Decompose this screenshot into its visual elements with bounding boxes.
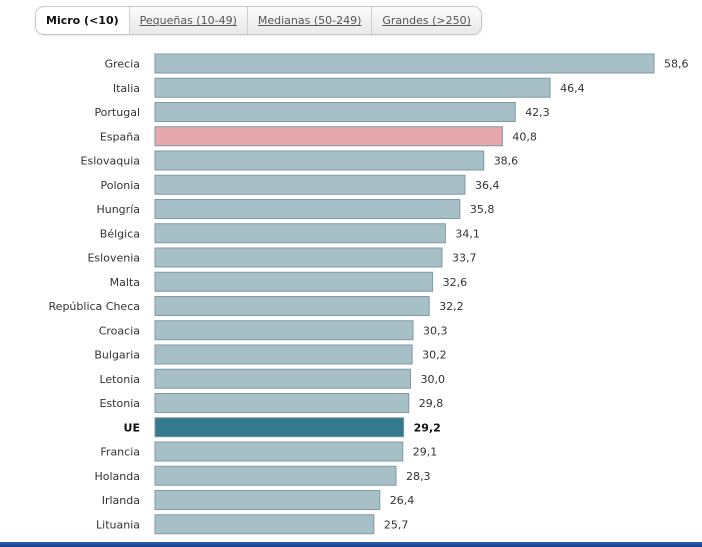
- bar-row-holanda: Holanda 28,3: [95, 465, 431, 486]
- bar-row-belgica: Bélgica 34,1: [100, 223, 480, 244]
- bar-row-estonia: Estonia 29,8: [100, 393, 444, 413]
- category-label-eslovenia: Eslovenia: [87, 252, 140, 265]
- value-label-eslovaquia: 38,6: [494, 155, 519, 168]
- bar-row-republica-checa: República Checa 32,2: [49, 296, 464, 316]
- bar-francia: [154, 441, 404, 462]
- category-label-estonia: Estonia: [100, 397, 141, 410]
- bar-bulgaria: [154, 344, 413, 365]
- category-label-croacia: Croacia: [99, 324, 140, 337]
- bar-grecia: [154, 53, 655, 74]
- bar-row-irlanda: Irlanda 26,4: [102, 490, 415, 510]
- bar-malta: [154, 271, 434, 292]
- category-label-francia: Francia: [100, 446, 140, 459]
- category-label-hungria: Hungría: [96, 203, 140, 216]
- category-label-irlanda: Irlanda: [102, 494, 140, 507]
- bar-ue: [154, 417, 405, 438]
- value-label-grecia: 58,6: [664, 58, 689, 71]
- bar-portugal: [154, 102, 516, 122]
- value-label-belgica: 34,1: [455, 227, 480, 240]
- category-label-letonia: Letonia: [99, 373, 140, 386]
- value-label-malta: 32,6: [443, 276, 468, 289]
- value-label-holanda: 28,3: [406, 470, 431, 483]
- category-label-grecia: Grecia: [105, 58, 140, 71]
- value-label-polonia: 36,4: [475, 179, 500, 192]
- tab-micro[interactable]: Micro (<10): [36, 7, 129, 34]
- bar-row-espana: España 40,8: [100, 126, 537, 147]
- bar-croacia: [154, 320, 414, 341]
- value-label-italia: 46,4: [560, 82, 585, 95]
- bar-row-hungria: Hungría 35,8: [96, 199, 495, 219]
- category-label-portugal: Portugal: [94, 106, 140, 119]
- bar-row-croacia: Croacia 30,3: [99, 320, 448, 341]
- category-label-republica-checa: República Checa: [49, 300, 140, 313]
- bar-row-eslovenia: Eslovenia 33,7: [87, 247, 477, 268]
- bar-row-lituania: Lituania 25,7: [96, 514, 409, 535]
- category-label-bulgaria: Bulgaria: [94, 349, 140, 362]
- category-label-ue: UE: [124, 421, 140, 434]
- bar-eslovaquia: [154, 150, 485, 171]
- value-label-estonia: 29,8: [419, 397, 444, 410]
- bar-row-bulgaria: Bulgaria 30,2: [94, 344, 447, 365]
- bar-row-grecia: Grecia 58,6: [105, 53, 689, 74]
- value-label-eslovenia: 33,7: [452, 252, 477, 265]
- bar-row-letonia: Letonia 30,0: [99, 368, 445, 389]
- bar-holanda: [154, 465, 397, 486]
- bar-polonia: [154, 174, 466, 195]
- bar-espana: [154, 126, 503, 147]
- category-label-malta: Malta: [110, 276, 140, 289]
- value-label-lituania: 25,7: [384, 518, 409, 531]
- bar-republica-checa: [154, 296, 430, 316]
- bar-row-francia: Francia 29,1: [100, 441, 438, 462]
- value-label-hungria: 35,8: [470, 203, 495, 216]
- category-label-belgica: Bélgica: [100, 227, 140, 240]
- value-label-irlanda: 26,4: [390, 494, 415, 507]
- tab-grandes[interactable]: Grandes (>250): [371, 7, 481, 34]
- category-label-lituania: Lituania: [96, 518, 140, 531]
- value-label-republica-checa: 32,2: [439, 300, 464, 313]
- value-label-francia: 29,1: [413, 446, 438, 459]
- value-label-letonia: 30,0: [420, 373, 445, 386]
- bar-row-ue: UE 29,2: [124, 417, 441, 438]
- bottom-window-edge: [0, 542, 702, 547]
- category-label-italia: Italia: [113, 82, 140, 95]
- bar-hungria: [154, 199, 461, 219]
- value-label-croacia: 30,3: [423, 324, 448, 337]
- category-label-holanda: Holanda: [95, 470, 141, 483]
- category-label-eslovaquia: Eslovaquia: [81, 155, 140, 168]
- bar-letonia: [154, 368, 411, 389]
- bar-belgica: [154, 223, 446, 244]
- value-label-ue: 29,2: [414, 421, 441, 434]
- tab-medianas[interactable]: Medianas (50-249): [246, 7, 372, 34]
- bar-row-polonia: Polonia 36,4: [100, 174, 500, 195]
- value-label-espana: 40,8: [512, 130, 537, 143]
- bar-eslovenia: [154, 247, 443, 268]
- bar-lituania: [154, 514, 375, 535]
- value-label-bulgaria: 30,2: [422, 349, 447, 362]
- bar-irlanda: [154, 490, 381, 510]
- bar-row-malta: Malta 32,6: [110, 271, 468, 292]
- company-size-tabs: Micro (<10) Pequeñas (10-49) Medianas (5…: [35, 6, 482, 35]
- bar-italia: [154, 77, 551, 98]
- bar-row-italia: Italia 46,4: [113, 77, 585, 98]
- bar-row-eslovaquia: Eslovaquia 38,6: [81, 150, 519, 171]
- category-label-polonia: Polonia: [100, 179, 140, 192]
- category-label-espana: España: [100, 130, 140, 143]
- value-label-portugal: 42,3: [525, 106, 550, 119]
- bar-row-portugal: Portugal 42,3: [94, 102, 550, 122]
- tab-pequenas[interactable]: Pequeñas (10-49): [128, 7, 247, 34]
- bar-estonia: [154, 393, 410, 413]
